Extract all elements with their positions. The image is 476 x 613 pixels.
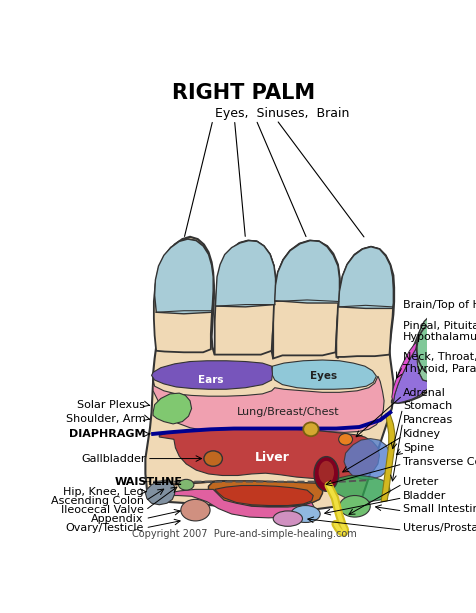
Text: Neck, Throat,
Thyroid, Parathyroid: Neck, Throat, Thyroid, Parathyroid [403,352,476,374]
Text: Pancreas: Pancreas [403,415,454,425]
Polygon shape [392,341,417,402]
Polygon shape [155,239,213,314]
Text: Hip, Knee, Leg: Hip, Knee, Leg [63,487,144,497]
Text: Kidney: Kidney [403,429,441,439]
Polygon shape [145,237,394,511]
Ellipse shape [204,451,222,466]
Text: Ileocecal Valve: Ileocecal Valve [61,505,144,515]
Polygon shape [215,241,276,354]
Polygon shape [381,414,395,501]
Text: Small Intestines: Small Intestines [403,504,476,514]
Text: Shoulder, Arm: Shoulder, Arm [66,414,145,424]
Ellipse shape [181,500,210,521]
Text: Lung/Breast/Chest: Lung/Breast/Chest [237,408,339,417]
Polygon shape [216,241,276,307]
Polygon shape [154,239,213,352]
Text: Liver: Liver [255,451,290,463]
Ellipse shape [273,511,302,527]
Polygon shape [165,481,322,506]
Text: Transverse Colon: Transverse Colon [403,457,476,466]
Polygon shape [153,376,384,432]
Ellipse shape [291,506,320,522]
Ellipse shape [318,461,334,484]
Polygon shape [392,318,453,403]
Polygon shape [338,247,393,308]
Text: Stomach: Stomach [403,401,453,411]
Polygon shape [215,485,313,506]
Polygon shape [145,480,175,504]
Text: Ears: Ears [198,375,224,385]
Text: Brain/Top of Head: Brain/Top of Head [403,300,476,310]
Text: Pineal, Pituitary,
Hypothalamus: Pineal, Pituitary, Hypothalamus [403,321,476,342]
Text: Ureter: Ureter [403,477,438,487]
Polygon shape [344,438,390,479]
Polygon shape [275,241,339,303]
Polygon shape [151,361,272,389]
Ellipse shape [338,433,353,445]
Ellipse shape [314,457,338,491]
Text: Ascending Colon: Ascending Colon [51,496,144,506]
Text: WAISTLINE: WAISTLINE [115,477,183,487]
Polygon shape [153,393,191,424]
Polygon shape [273,241,339,359]
Polygon shape [159,429,379,479]
Polygon shape [167,489,315,518]
Text: Adrenal: Adrenal [403,388,446,398]
Polygon shape [272,360,377,389]
Text: Copyright 2007  Pure-and-simple-healing.com: Copyright 2007 Pure-and-simple-healing.c… [131,528,357,539]
Ellipse shape [178,479,194,490]
Text: Gallbladder: Gallbladder [81,454,145,463]
Ellipse shape [339,495,370,517]
Text: Ovary/Testicle: Ovary/Testicle [66,523,144,533]
Polygon shape [393,341,430,403]
Text: RIGHT PALM: RIGHT PALM [172,83,316,103]
Text: Uterus/Prostate: Uterus/Prostate [403,523,476,533]
Text: Eyes: Eyes [310,371,337,381]
Ellipse shape [417,321,459,377]
Text: Solar Plexus: Solar Plexus [78,400,145,409]
Ellipse shape [303,422,318,436]
Text: Bladder: Bladder [403,490,446,501]
Text: Eyes,  Sinuses,  Brain: Eyes, Sinuses, Brain [215,107,349,120]
Polygon shape [416,316,453,383]
Ellipse shape [436,338,443,345]
Text: DIAPHRAGM: DIAPHRAGM [69,429,145,439]
Polygon shape [332,476,390,501]
Text: Spine: Spine [403,443,435,453]
Polygon shape [337,247,393,357]
Text: Appendix: Appendix [91,514,144,524]
